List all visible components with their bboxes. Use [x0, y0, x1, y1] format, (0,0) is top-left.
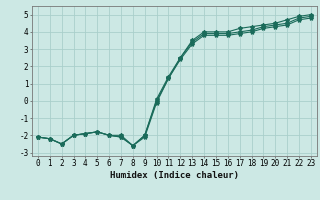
- X-axis label: Humidex (Indice chaleur): Humidex (Indice chaleur): [110, 171, 239, 180]
